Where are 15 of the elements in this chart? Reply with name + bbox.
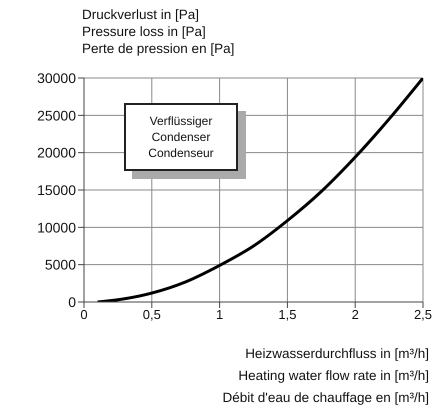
y-axis-title: Druckverlust in [Pa] Pressure loss in [Pa] Perte de pression en [Pa] [82, 6, 234, 57]
y-tick-label: 5000 [44, 256, 76, 273]
x-tick-label: 1 [216, 307, 224, 322]
y-tick-label: 30000 [37, 70, 76, 86]
x-tick-label: 1,5 [278, 307, 296, 322]
x-axis-title: Heizwasserdurchfluss in [m³/h] Heating water flow rate in [m³/h] Débit d'eau de chauffage en [m³/h] [222, 345, 429, 407]
y-tick-label: 15000 [37, 182, 76, 198]
x-tick-label: 2,5 [414, 307, 432, 322]
y-tick-label: 20000 [37, 144, 76, 161]
y-tick-label: 10000 [37, 219, 76, 236]
y-tick-label: 0 [68, 294, 76, 310]
x-tick-label: 2 [352, 307, 359, 322]
x-tick-label: 0 [80, 307, 88, 322]
y-tick-label: 25000 [37, 107, 76, 124]
x-tick-label: 0,5 [142, 307, 161, 322]
